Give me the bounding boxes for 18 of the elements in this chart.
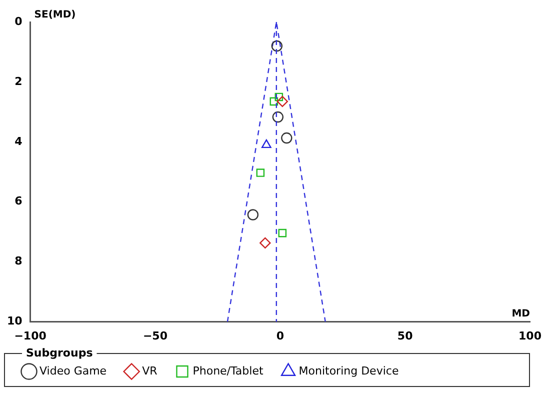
y-tick-label: 8 <box>14 254 22 268</box>
y-tick-label: 4 <box>14 134 23 148</box>
y-tick-label: 10 <box>6 314 23 328</box>
legend-label: VR <box>142 364 158 378</box>
y-axis-title: SE(MD) <box>34 10 76 21</box>
y-tick-label: 6 <box>14 194 23 208</box>
legend-label: Monitoring Device <box>298 364 399 378</box>
x-tick-label: 0 <box>276 329 284 342</box>
x-tick-label: −100 <box>14 329 47 342</box>
x-tick-label: 50 <box>397 329 414 342</box>
x-axis-title: MD <box>512 308 530 320</box>
legend-label: Video Game <box>40 364 107 378</box>
legend-label: Phone/Tablet <box>192 364 264 378</box>
x-tick-label: 100 <box>518 329 542 342</box>
y-tick-label: 2 <box>14 74 22 88</box>
y-tick-label: 0 <box>14 14 23 28</box>
x-tick-label: −50 <box>142 329 168 342</box>
legend-title: Subgroups <box>26 346 94 360</box>
